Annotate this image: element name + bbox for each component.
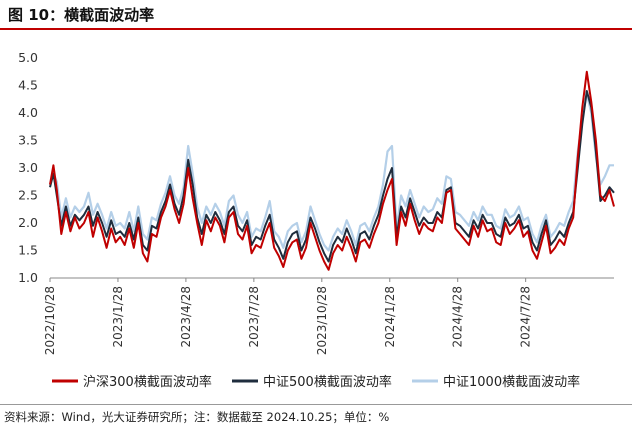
y-tick-label: 3.0 — [18, 160, 38, 175]
title-divider — [0, 28, 632, 30]
y-tick-label: 1.0 — [18, 270, 38, 285]
y-axis: 1.0 1.5 2.0 2.5 3.0 3.5 4.0 4.5 5.0 — [18, 50, 38, 285]
chart-series — [48, 70, 615, 271]
x-tick-label: 2024/7/28 — [519, 286, 533, 348]
legend-label-3: 中证1000横截面波动率 — [443, 374, 580, 390]
x-tick-label: 2023/7/28 — [247, 286, 261, 348]
y-tick-label: 4.0 — [18, 105, 38, 120]
source-divider — [0, 404, 632, 405]
x-tick-label: 2023/10/28 — [315, 286, 329, 355]
series-line-3 — [48, 92, 614, 252]
legend-label-1: 沪深300横截面波动率 — [83, 374, 212, 390]
y-tick-label: 4.5 — [18, 78, 38, 93]
series-line-1 — [49, 70, 615, 271]
line-chart: 1.01.52.02.53.03.54.04.55.0 2022/10/28 20… — [18, 50, 615, 390]
chart-legend: 沪深300横截面波动率 中证500横截面波动率 中证1000横截面波动率 — [52, 374, 580, 390]
series-line-2 — [49, 90, 615, 263]
y-tick-label: 5.0 — [18, 50, 38, 65]
x-tick-label: 2024/1/28 — [383, 286, 397, 348]
y-tick-label: 1.5 — [18, 243, 38, 258]
x-tick-label: 2023/4/28 — [179, 286, 193, 348]
y-tick-label: 2.5 — [18, 188, 38, 203]
figure-title: 图 10：横截面波动率 — [8, 6, 155, 24]
legend-label-2: 中证500横截面波动率 — [263, 374, 392, 390]
y-tick-label: 3.5 — [18, 133, 38, 148]
x-tick-label: 2023/1/28 — [111, 286, 125, 348]
x-axis: 2022/10/28 2023/1/28 2023/4/28 2023/7/28 202… — [43, 277, 614, 355]
source-note: 资料来源：Wind，光大证券研究所；注：数据截至 2024.10.25；单位：% — [4, 410, 390, 424]
x-tick-label: 2022/10/28 — [43, 286, 57, 355]
y-tick-label: 2.0 — [18, 215, 38, 230]
x-tick-label: 2024/4/28 — [451, 286, 465, 348]
